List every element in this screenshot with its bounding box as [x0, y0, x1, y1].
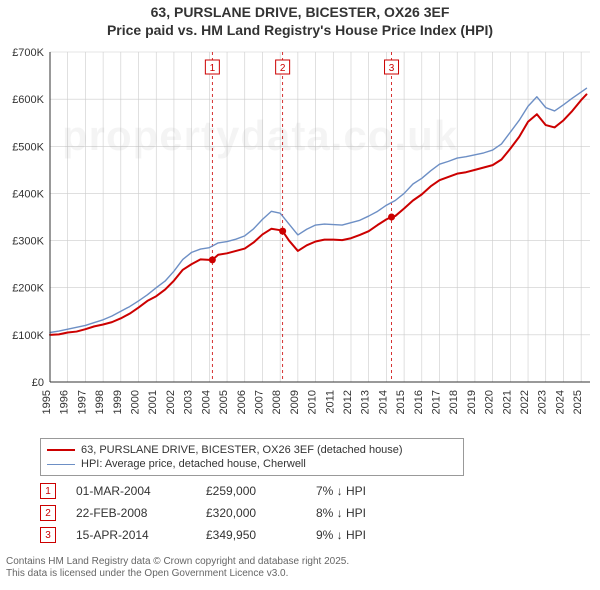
- svg-text:2008: 2008: [271, 390, 283, 414]
- event-price: £259,000: [206, 484, 296, 498]
- chart-title: 63, PURSLANE DRIVE, BICESTER, OX26 3EF P…: [0, 0, 600, 39]
- legend-row: 63, PURSLANE DRIVE, BICESTER, OX26 3EF (…: [47, 443, 457, 457]
- svg-text:2002: 2002: [165, 390, 177, 414]
- svg-text:2017: 2017: [431, 390, 443, 414]
- footer: Contains HM Land Registry data © Crown c…: [6, 556, 594, 580]
- svg-text:2019: 2019: [466, 390, 478, 414]
- svg-text:£600K: £600K: [12, 94, 44, 106]
- svg-text:2003: 2003: [183, 390, 195, 414]
- event-badge: 3: [40, 527, 56, 543]
- legend-row: HPI: Average price, detached house, Cher…: [47, 457, 457, 471]
- svg-text:2020: 2020: [484, 390, 496, 414]
- svg-text:1995: 1995: [41, 390, 53, 414]
- svg-text:1998: 1998: [94, 390, 106, 414]
- svg-text:2010: 2010: [307, 390, 319, 414]
- event-row: 1 01-MAR-2004 £259,000 7% ↓ HPI: [40, 480, 560, 502]
- svg-text:2013: 2013: [360, 390, 372, 414]
- svg-text:£700K: £700K: [12, 47, 44, 59]
- legend-label: 63, PURSLANE DRIVE, BICESTER, OX26 3EF (…: [81, 444, 403, 456]
- event-date: 22-FEB-2008: [76, 506, 186, 520]
- event-badge: 2: [40, 505, 56, 521]
- line-chart: £0 £100K £200K £300K £400K £500K £600K £700K 199…: [0, 42, 600, 434]
- event-diff: 7% ↓ HPI: [316, 484, 426, 498]
- event-diff: 8% ↓ HPI: [316, 506, 426, 520]
- svg-text:2025: 2025: [572, 390, 584, 414]
- event-row: 2 22-FEB-2008 £320,000 8% ↓ HPI: [40, 502, 560, 524]
- svg-text:2012: 2012: [342, 390, 354, 414]
- footer-line-2: This data is licensed under the Open Gov…: [6, 568, 594, 580]
- svg-text:1: 1: [210, 63, 216, 74]
- legend-label: HPI: Average price, detached house, Cher…: [81, 458, 306, 470]
- svg-text:2011: 2011: [324, 390, 336, 414]
- event-row: 3 15-APR-2014 £349,950 9% ↓ HPI: [40, 524, 560, 546]
- event-date: 15-APR-2014: [76, 528, 186, 542]
- svg-text:2006: 2006: [236, 390, 248, 414]
- svg-text:2014: 2014: [377, 390, 389, 414]
- svg-text:1996: 1996: [59, 390, 71, 414]
- svg-text:2021: 2021: [501, 390, 513, 414]
- svg-text:2005: 2005: [218, 390, 230, 414]
- svg-text:1997: 1997: [76, 390, 88, 414]
- svg-text:2009: 2009: [289, 390, 301, 414]
- legend-swatch: [47, 449, 75, 451]
- root: 63, PURSLANE DRIVE, BICESTER, OX26 3EF P…: [0, 0, 600, 590]
- svg-text:£0: £0: [32, 377, 44, 389]
- svg-text:2015: 2015: [395, 390, 407, 414]
- event-diff: 9% ↓ HPI: [316, 528, 426, 542]
- svg-text:2023: 2023: [537, 390, 549, 414]
- svg-text:2018: 2018: [448, 390, 460, 414]
- svg-text:2016: 2016: [413, 390, 425, 414]
- event-price: £320,000: [206, 506, 296, 520]
- svg-text:2004: 2004: [200, 390, 212, 414]
- event-price: £349,950: [206, 528, 296, 542]
- svg-text:2022: 2022: [519, 390, 531, 414]
- events-table: 1 01-MAR-2004 £259,000 7% ↓ HPI 2 22-FEB-2008…: [40, 480, 560, 546]
- title-line-1: 63, PURSLANE DRIVE, BICESTER, OX26 3EF: [0, 4, 600, 22]
- title-line-2: Price paid vs. HM Land Registry's House …: [0, 22, 600, 40]
- svg-text:£100K: £100K: [12, 330, 44, 342]
- svg-text:2024: 2024: [554, 390, 566, 414]
- legend-swatch: [47, 464, 75, 465]
- footer-line-1: Contains HM Land Registry data © Crown c…: [6, 556, 594, 568]
- event-badge: 1: [40, 483, 56, 499]
- svg-text:£300K: £300K: [12, 236, 44, 248]
- event-date: 01-MAR-2004: [76, 484, 186, 498]
- chart-area: propertydata.co.uk £0£100K£200K£300K£400…: [0, 42, 600, 434]
- svg-text:1999: 1999: [112, 390, 124, 414]
- svg-text:2001: 2001: [147, 390, 159, 414]
- svg-text:2: 2: [280, 63, 286, 74]
- legend: 63, PURSLANE DRIVE, BICESTER, OX26 3EF (…: [40, 438, 464, 476]
- svg-text:£400K: £400K: [12, 188, 44, 200]
- svg-text:£200K: £200K: [12, 283, 44, 295]
- svg-text:2007: 2007: [253, 390, 265, 414]
- svg-text:2000: 2000: [130, 390, 142, 414]
- svg-text:3: 3: [389, 63, 395, 74]
- svg-text:£500K: £500K: [12, 141, 44, 153]
